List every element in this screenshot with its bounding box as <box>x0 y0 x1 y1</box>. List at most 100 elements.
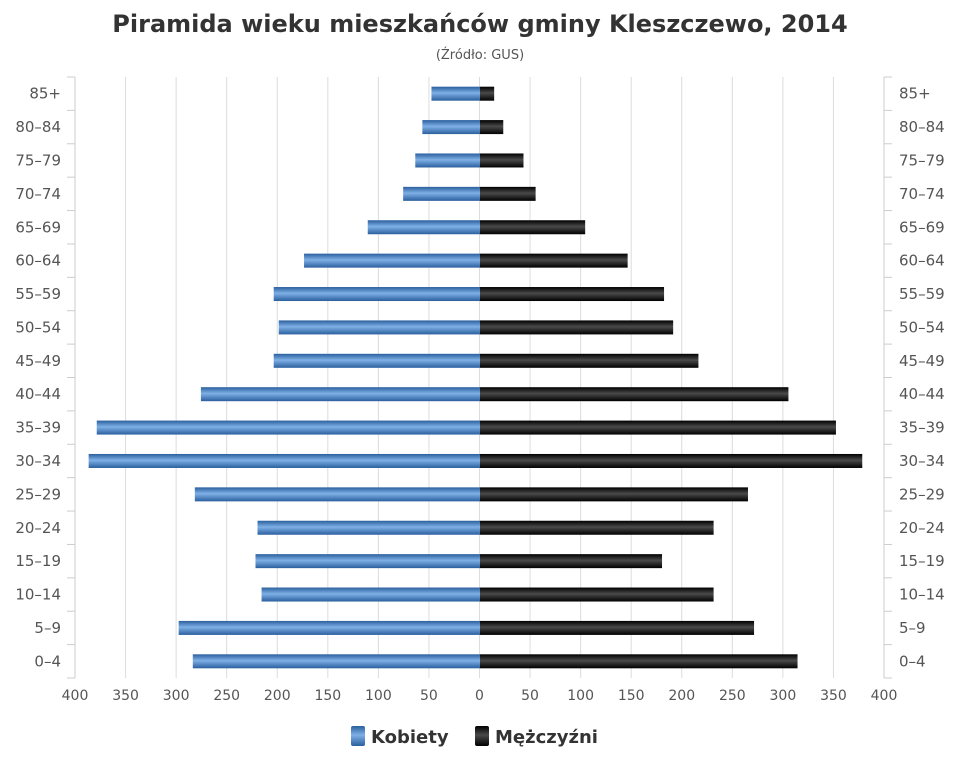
bar-mezczyzni <box>480 420 836 435</box>
legend-label-female[interactable]: Kobiety <box>371 727 449 748</box>
category-label-right: 20–24 <box>899 519 945 537</box>
bar-mezczyzni <box>480 487 748 502</box>
category-label-left: 25–29 <box>15 485 61 503</box>
bar-mezczyzni <box>480 520 714 535</box>
x-tick-label: 50 <box>420 688 438 704</box>
bar-kobiety <box>96 420 480 435</box>
category-label-left: 35–39 <box>15 419 61 437</box>
x-tick-label: 400 <box>871 688 898 704</box>
category-label-left: 80–84 <box>15 118 61 136</box>
legend-label-male[interactable]: Mężczyźni <box>495 727 598 748</box>
category-label-left: 65–69 <box>15 218 61 236</box>
legend-swatch-female[interactable] <box>351 726 365 746</box>
category-label-right: 5–9 <box>899 619 926 637</box>
x-tick-label: 300 <box>770 688 797 704</box>
x-tick-label: 150 <box>314 688 341 704</box>
x-tick-label: 50 <box>521 688 539 704</box>
category-label-left: 75–79 <box>15 151 61 169</box>
bar-kobiety <box>88 453 481 468</box>
category-label-left: 60–64 <box>15 252 61 270</box>
x-tick-label: 200 <box>668 688 695 704</box>
bar-kobiety <box>273 287 480 302</box>
category-labels: 0–4 0–4 5–9 5–9 10–14 10–14 15–19 15–19 20–24 20–… <box>15 85 944 671</box>
bar-mezczyzni <box>480 220 586 235</box>
bar-kobiety <box>192 654 480 669</box>
bar-mezczyzni <box>480 587 714 602</box>
category-label-right: 30–34 <box>899 452 945 470</box>
bar-kobiety <box>273 353 480 368</box>
x-tick-label: 100 <box>365 688 392 704</box>
category-label-right: 45–49 <box>899 352 945 370</box>
bar-mezczyzni <box>480 253 628 268</box>
bar-kobiety <box>415 153 480 168</box>
category-label-right: 80–84 <box>899 118 945 136</box>
bar-mezczyzni <box>480 654 798 669</box>
x-tick-label: 300 <box>163 688 190 704</box>
bar-kobiety <box>257 520 480 535</box>
bar-mezczyzni <box>480 186 536 201</box>
axes <box>67 76 892 679</box>
category-label-right: 40–44 <box>899 385 945 403</box>
bar-kobiety <box>304 253 480 268</box>
legend-swatch-male[interactable] <box>475 726 489 746</box>
chart-subtitle: (Źródło: GUS) <box>436 47 524 63</box>
category-label-right: 60–64 <box>899 252 945 270</box>
category-label-left: 20–24 <box>15 519 61 537</box>
category-label-right: 75–79 <box>899 151 945 169</box>
category-label-left: 55–59 <box>15 285 61 303</box>
x-tick-label: 350 <box>820 688 847 704</box>
bar-kobiety <box>194 487 480 502</box>
category-label-left: 45–49 <box>15 352 61 370</box>
bar-mezczyzni <box>480 353 699 368</box>
category-label-left: 15–19 <box>15 552 61 570</box>
category-label-left: 5–9 <box>34 619 61 637</box>
bar-kobiety <box>200 387 480 402</box>
bar-kobiety <box>255 554 480 569</box>
bar-mezczyzni <box>480 554 663 569</box>
category-label-right: 70–74 <box>899 185 945 203</box>
category-label-left: 85+ <box>29 85 61 103</box>
bar-mezczyzni <box>480 120 504 135</box>
bar-kobiety <box>278 320 480 335</box>
category-label-right: 50–54 <box>899 318 945 336</box>
bar-kobiety <box>403 186 480 201</box>
bar-mezczyzni <box>480 86 495 101</box>
x-tick-label: 0 <box>475 688 484 704</box>
category-label-left: 0–4 <box>34 652 61 670</box>
category-label-left: 10–14 <box>15 586 61 604</box>
bar-kobiety <box>422 120 480 135</box>
category-label-right: 25–29 <box>899 485 945 503</box>
x-tick-label: 250 <box>213 688 240 704</box>
x-tick-label: 150 <box>618 688 645 704</box>
x-tick-label: 250 <box>719 688 746 704</box>
bar-mezczyzni <box>480 620 755 635</box>
bar-kobiety <box>431 86 480 101</box>
category-label-left: 30–34 <box>15 452 61 470</box>
category-label-left: 70–74 <box>15 185 61 203</box>
bar-mezczyzni <box>480 387 789 402</box>
x-tick-labels: 400 350 300 250 200 150 100 50 0 50 100 150 200 250 30… <box>62 688 898 704</box>
bar-mezczyzni <box>480 320 674 335</box>
category-label-right: 0–4 <box>899 652 926 670</box>
category-label-right: 15–19 <box>899 552 945 570</box>
bar-kobiety <box>178 620 480 635</box>
category-label-left: 50–54 <box>15 318 61 336</box>
bar-kobiety <box>367 220 480 235</box>
category-label-right: 10–14 <box>899 586 945 604</box>
x-tick-label: 350 <box>112 688 139 704</box>
category-label-left: 40–44 <box>15 385 61 403</box>
category-label-right: 65–69 <box>899 218 945 236</box>
bar-kobiety <box>261 587 480 602</box>
category-label-right: 35–39 <box>899 419 945 437</box>
bar-mezczyzni <box>480 453 863 468</box>
chart-title: Piramida wieku mieszkańców gminy Kleszcz… <box>112 10 847 38</box>
bars <box>88 86 863 669</box>
x-tick-label: 400 <box>62 688 89 704</box>
bar-mezczyzni <box>480 153 524 168</box>
legend: Kobiety Mężczyźni <box>351 726 598 748</box>
bar-mezczyzni <box>480 287 665 302</box>
x-tick-label: 100 <box>567 688 594 704</box>
x-tick-label: 200 <box>264 688 291 704</box>
category-label-right: 85+ <box>899 85 931 103</box>
